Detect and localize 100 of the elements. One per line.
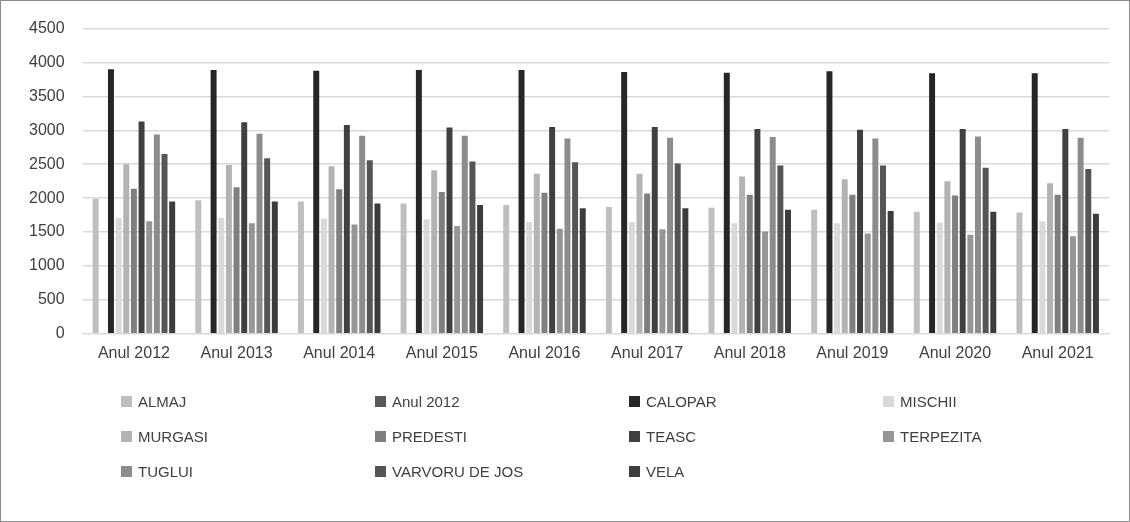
bar: [887, 211, 894, 334]
legend-label: TEASC: [646, 428, 697, 445]
bar: [431, 170, 438, 334]
y-tick-label: 2000: [29, 188, 65, 206]
bar: [138, 121, 145, 334]
bar: [271, 201, 278, 334]
bar: [533, 173, 540, 334]
bar: [605, 206, 612, 334]
legend-label: PREDESTI: [392, 428, 468, 445]
bar: [762, 231, 769, 334]
bar: [169, 201, 176, 334]
bar: [541, 192, 548, 334]
bar: [461, 135, 468, 334]
bar: [1016, 212, 1023, 334]
bar: [336, 189, 343, 334]
x-tick-label: Anul 2017: [611, 343, 684, 361]
bar: [739, 176, 746, 334]
legend-label: ALMAJ: [138, 393, 187, 410]
bar: [477, 204, 484, 334]
bar: [92, 198, 99, 334]
bar: [944, 181, 951, 334]
bar: [248, 223, 255, 334]
bar: [225, 164, 232, 334]
bar: [123, 164, 130, 334]
bar: [682, 208, 689, 334]
bar: [195, 200, 202, 334]
x-tick-label: Anul 2021: [1021, 343, 1094, 361]
bar: [1070, 236, 1076, 334]
bar: [343, 124, 350, 334]
bar: [264, 158, 271, 334]
bar: [841, 179, 848, 334]
bar: [959, 128, 966, 334]
bar: [438, 192, 445, 334]
bar: [849, 194, 856, 334]
legend-label: TERPEZITA: [900, 428, 982, 445]
bar: [549, 126, 556, 334]
bar: [572, 162, 579, 334]
bar: [503, 204, 510, 334]
bar: [769, 137, 776, 334]
legend-label: MURGASI: [138, 428, 209, 445]
bar: [297, 201, 304, 334]
legend-label: TUGLUI: [138, 463, 194, 480]
bar: [913, 211, 920, 334]
bar: [982, 167, 989, 334]
bar: [1047, 183, 1054, 334]
bar: [454, 225, 461, 334]
bar: [328, 166, 335, 334]
bar: [857, 129, 864, 334]
y-tick-label: 0: [55, 324, 65, 342]
bar: [723, 72, 730, 334]
bar: [415, 69, 422, 334]
bar: [210, 69, 217, 334]
legend-label: Anul 2012: [392, 393, 460, 410]
bar: [674, 163, 681, 334]
bar: [667, 137, 674, 334]
bar: [880, 165, 886, 334]
y-tick-label: 500: [37, 290, 65, 308]
legend-label: CALOPAR: [646, 393, 717, 410]
y-tick-label: 1000: [29, 256, 65, 274]
x-tick-label: Anul 2013: [200, 343, 273, 361]
y-tick-label: 2500: [29, 154, 65, 172]
bar: [233, 187, 240, 334]
y-tick-label: 1500: [29, 222, 65, 240]
x-tick-label: Anul 2020: [919, 343, 992, 361]
bar: [518, 69, 525, 334]
bar: [826, 71, 833, 334]
bar: [636, 173, 643, 334]
bar: [313, 70, 320, 334]
bar: [161, 154, 168, 334]
bar: [1092, 213, 1099, 334]
bar: [107, 69, 114, 334]
y-tick-label: 3500: [29, 86, 65, 104]
bar: [811, 209, 818, 334]
x-tick-label: Anul 2012: [97, 343, 171, 361]
bar: [651, 126, 658, 334]
legend-label: MISCHII: [900, 393, 957, 410]
bar: [1062, 128, 1069, 334]
bar: [130, 188, 137, 334]
y-tick-label: 3000: [29, 120, 65, 138]
bar: [777, 165, 784, 334]
bar: [1077, 137, 1084, 334]
bar: [359, 135, 366, 334]
legend-label: VELA: [646, 463, 685, 480]
x-tick-label: Anul 2019: [816, 343, 889, 361]
bar: [644, 193, 651, 334]
x-tick-label: Anul 2018: [713, 343, 786, 361]
bar: [1085, 168, 1092, 334]
bar: [754, 128, 761, 334]
x-tick-label: Anul 2015: [405, 343, 478, 361]
legend-label: VARVORU DE JOS: [392, 463, 524, 480]
bar: [400, 203, 407, 334]
bar: [929, 73, 936, 334]
x-tick-label: Anul 2014: [303, 343, 376, 361]
bar: [1031, 73, 1038, 334]
bar: [952, 195, 959, 334]
bar: [967, 234, 974, 334]
bar: [785, 209, 791, 334]
bar: [374, 203, 381, 334]
bar: [469, 161, 476, 334]
bar: [579, 208, 586, 334]
